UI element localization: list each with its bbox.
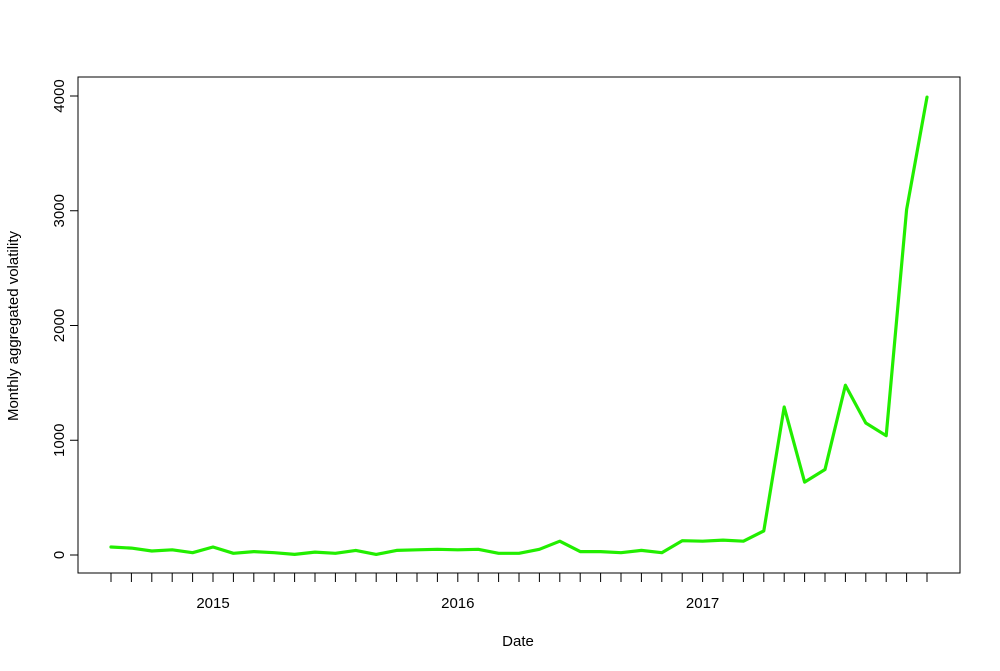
y-tick-label: 4000 xyxy=(51,79,68,112)
series-layer xyxy=(109,95,929,557)
y-tick-label: 1000 xyxy=(51,424,68,457)
series-line xyxy=(109,95,929,557)
y-tick-label: 0 xyxy=(51,551,68,559)
x-axis-title: Date xyxy=(502,633,534,650)
plot-frame xyxy=(77,76,961,574)
y-tick-label: 2000 xyxy=(51,309,68,342)
y-tick-label: 3000 xyxy=(51,194,68,227)
y-axis: 0 1000 2000 3000 4000 xyxy=(51,79,79,559)
x-tick-label: 2016 xyxy=(441,595,474,612)
x-tick-label: 2015 xyxy=(196,595,229,612)
x-tick-label: 2017 xyxy=(686,595,719,612)
x-axis: 2015 2016 2017 xyxy=(110,572,928,612)
y-axis-title: Monthly aggregated volatility xyxy=(5,230,22,421)
